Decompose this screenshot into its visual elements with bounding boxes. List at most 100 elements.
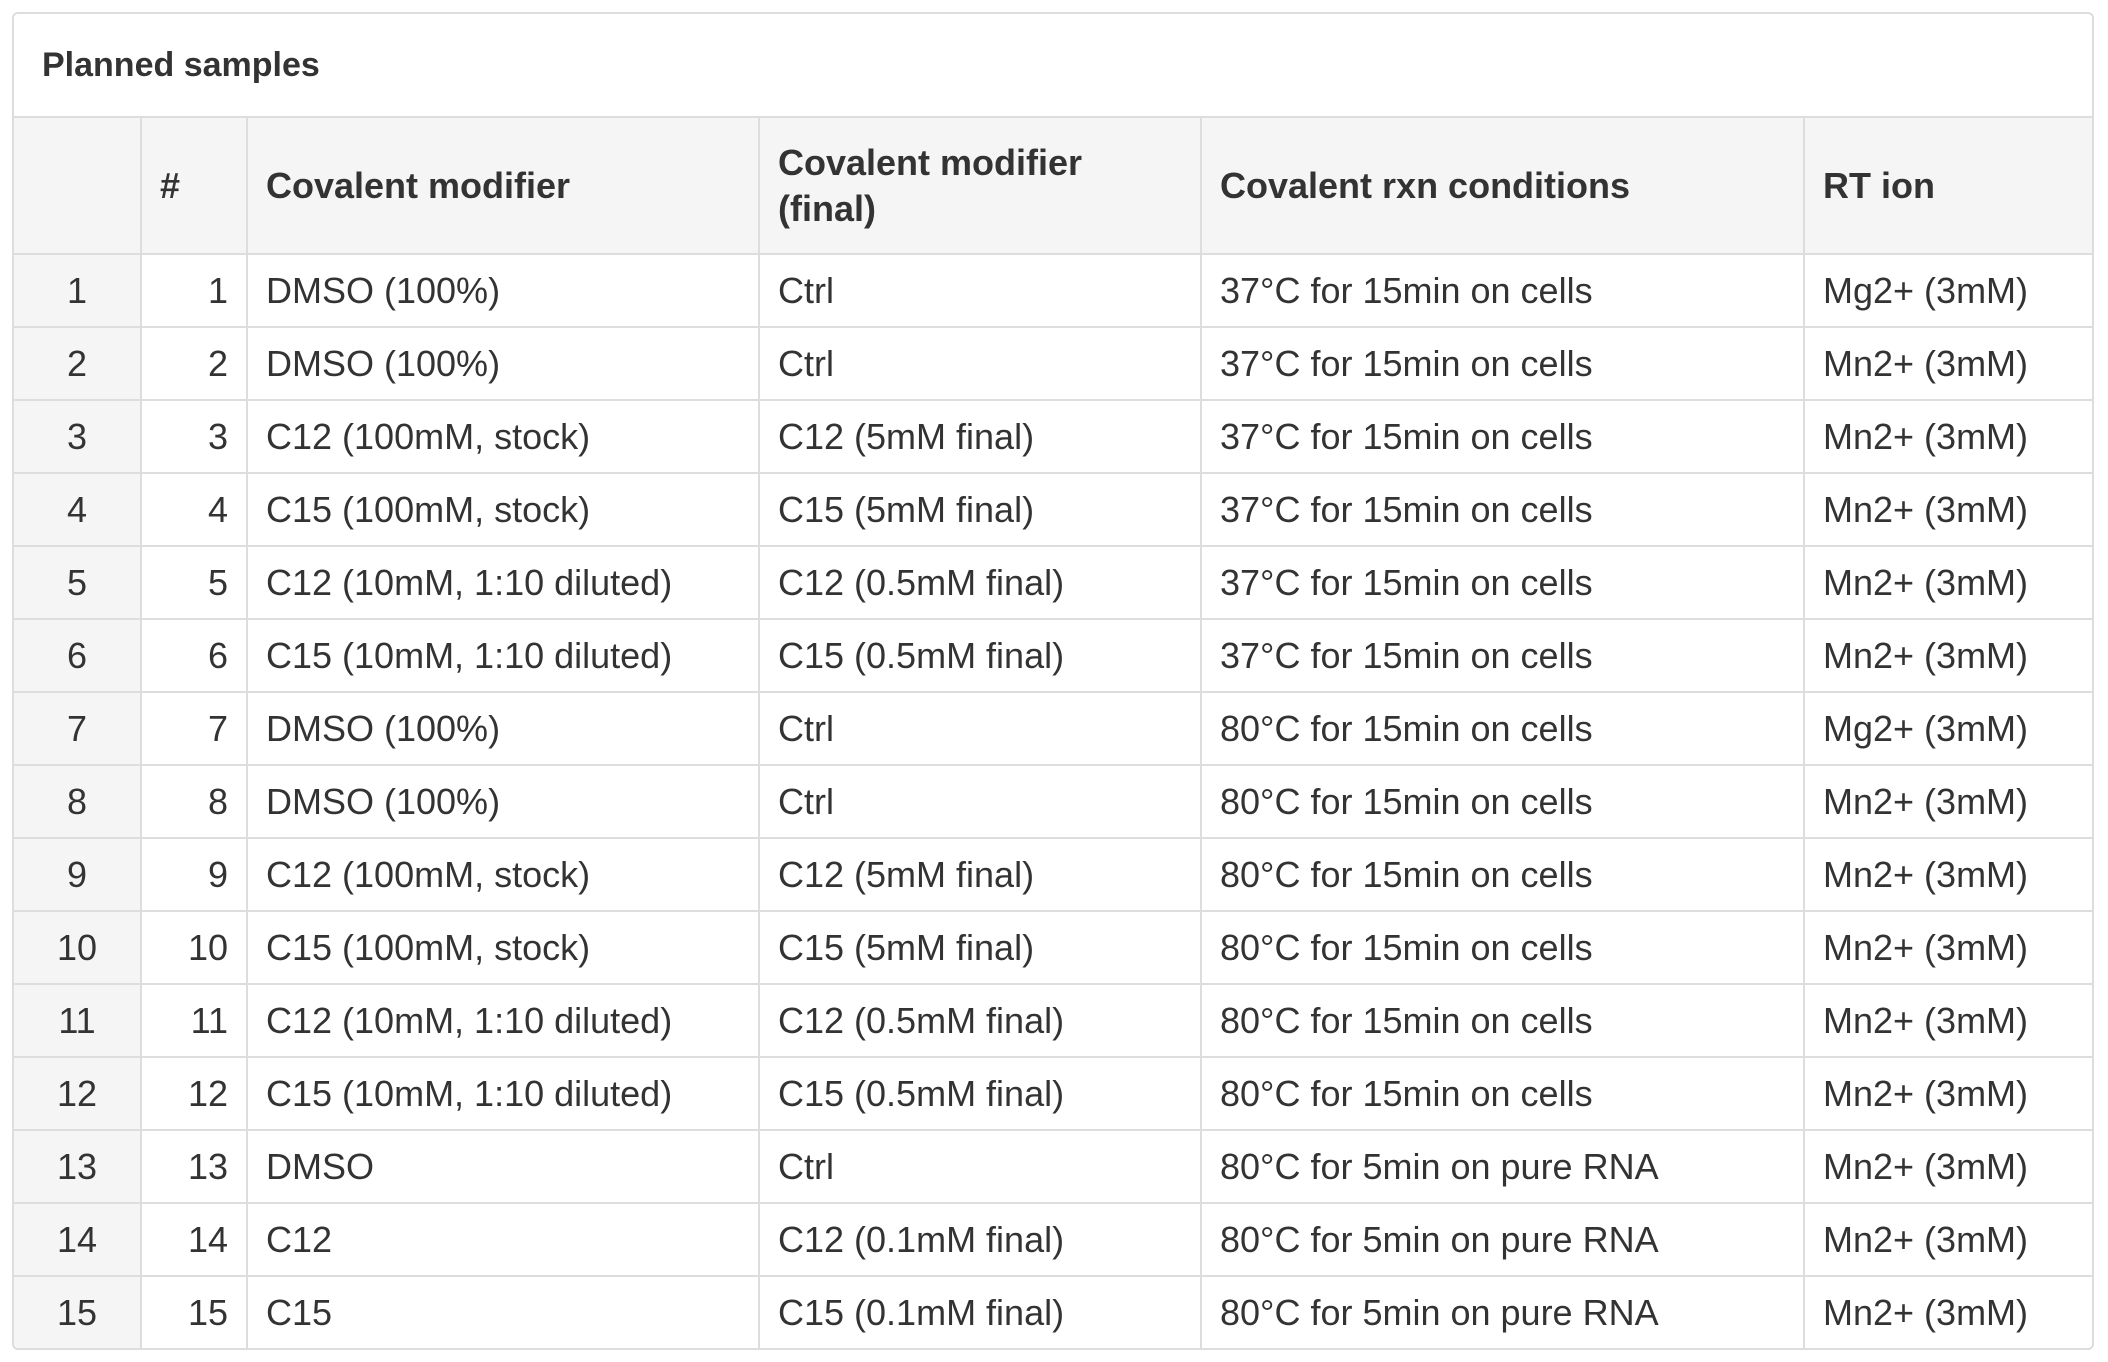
table-row: 7 7 DMSO (100%) Ctrl 80°C for 15min on cells… (14, 691, 2092, 766)
table-row: 9 9 C12 (100mM, stock) C12 (5mM final) 80°C … (14, 837, 2092, 912)
table-row: 10 10 C15 (100mM, stock) C15 (5mM final) 80°… (14, 910, 2092, 985)
covalent-modifier-final-cell: C12 (0.5mM final) (758, 983, 1202, 1058)
header-row: # Covalent modifier Covalent modifier (f… (14, 118, 2092, 255)
sample-number-cell: 15 (140, 1275, 248, 1348)
rt-ion-cell: Mn2+ (3mM) (1803, 472, 2092, 547)
rxn-conditions-cell: 37°C for 15min on cells (1200, 253, 1805, 328)
row-number-cell: 12 (14, 1056, 142, 1131)
covalent-modifier-cell: DMSO (246, 1129, 760, 1204)
rt-ion-cell: Mn2+ (3mM) (1803, 764, 2092, 839)
covalent-modifier-final-cell: C15 (5mM final) (758, 472, 1202, 547)
sample-number-cell: 11 (140, 983, 248, 1058)
sample-number-cell: 14 (140, 1202, 248, 1277)
covalent-modifier-cell: C15 (10mM, 1:10 diluted) (246, 618, 760, 693)
covalent-modifier-cell: DMSO (100%) (246, 326, 760, 401)
sample-number-cell: 2 (140, 326, 248, 401)
covalent-modifier-cell: DMSO (100%) (246, 253, 760, 328)
covalent-modifier-cell: C15 (246, 1275, 760, 1348)
rxn-conditions-cell: 80°C for 15min on cells (1200, 983, 1805, 1058)
rxn-conditions-cell: 80°C for 15min on cells (1200, 910, 1805, 985)
row-number-cell: 8 (14, 764, 142, 839)
rt-ion-cell: Mn2+ (3mM) (1803, 618, 2092, 693)
sample-number-cell: 8 (140, 764, 248, 839)
header-sample-number: # (140, 118, 248, 255)
row-number-cell: 1 (14, 253, 142, 328)
table-row: 1 1 DMSO (100%) Ctrl 37°C for 15min on cells… (14, 253, 2092, 328)
covalent-modifier-cell: C12 (246, 1202, 760, 1277)
table-row: 5 5 C12 (10mM, 1:10 diluted) C12 (0.5mM fin… (14, 545, 2092, 620)
header-covalent-modifier-final: Covalent modifier (final) (758, 118, 1202, 255)
table-body: 1 1 DMSO (100%) Ctrl 37°C for 15min on cells… (14, 253, 2092, 1348)
rt-ion-cell: Mg2+ (3mM) (1803, 253, 2092, 328)
covalent-modifier-cell: C12 (100mM, stock) (246, 399, 760, 474)
row-number-cell: 3 (14, 399, 142, 474)
covalent-modifier-final-cell: Ctrl (758, 253, 1202, 328)
rxn-conditions-cell: 80°C for 5min on pure RNA (1200, 1275, 1805, 1348)
covalent-modifier-final-cell: Ctrl (758, 764, 1202, 839)
header-rt-ion: RT ion (1803, 118, 2092, 255)
sample-number-cell: 12 (140, 1056, 248, 1131)
covalent-modifier-cell: C12 (10mM, 1:10 diluted) (246, 545, 760, 620)
table-row: 15 15 C15 C15 (0.1mM final) 80°C for 5min on… (14, 1275, 2092, 1348)
covalent-modifier-final-cell: C12 (0.5mM final) (758, 545, 1202, 620)
covalent-modifier-final-cell: C15 (0.5mM final) (758, 1056, 1202, 1131)
rt-ion-cell: Mn2+ (3mM) (1803, 1275, 2092, 1348)
table-row: 13 13 DMSO Ctrl 80°C for 5min on pure RNA Mn2… (14, 1129, 2092, 1204)
header-row-number (14, 118, 142, 255)
table-header: # Covalent modifier Covalent modifier (f… (14, 118, 2092, 255)
rt-ion-cell: Mn2+ (3mM) (1803, 983, 2092, 1058)
covalent-modifier-final-cell: C12 (0.1mM final) (758, 1202, 1202, 1277)
sample-number-cell: 4 (140, 472, 248, 547)
table-row: 14 14 C12 C12 (0.1mM final) 80°C for 5min on… (14, 1202, 2092, 1277)
table-row: 12 12 C15 (10mM, 1:10 diluted) C15 (0.5mM f… (14, 1056, 2092, 1131)
covalent-modifier-final-cell: C15 (0.5mM final) (758, 618, 1202, 693)
rt-ion-cell: Mn2+ (3mM) (1803, 910, 2092, 985)
sample-number-cell: 5 (140, 545, 248, 620)
rxn-conditions-cell: 37°C for 15min on cells (1200, 472, 1805, 547)
covalent-modifier-cell: C12 (10mM, 1:10 diluted) (246, 983, 760, 1058)
rt-ion-cell: Mg2+ (3mM) (1803, 691, 2092, 766)
rxn-conditions-cell: 80°C for 15min on cells (1200, 1056, 1805, 1131)
sample-number-cell: 10 (140, 910, 248, 985)
covalent-modifier-cell: C15 (100mM, stock) (246, 910, 760, 985)
rxn-conditions-cell: 80°C for 15min on cells (1200, 837, 1805, 912)
header-covalent-modifier: Covalent modifier (246, 118, 760, 255)
table-row: 3 3 C12 (100mM, stock) C12 (5mM final) 37°C … (14, 399, 2092, 474)
row-number-cell: 2 (14, 326, 142, 401)
rxn-conditions-cell: 37°C for 15min on cells (1200, 399, 1805, 474)
row-number-cell: 13 (14, 1129, 142, 1204)
planned-samples-panel: Planned samples # Covalent modifier Cova… (12, 12, 2094, 1350)
row-number-cell: 7 (14, 691, 142, 766)
covalent-modifier-final-cell: Ctrl (758, 1129, 1202, 1204)
rt-ion-cell: Mn2+ (3mM) (1803, 1056, 2092, 1131)
covalent-modifier-cell: C15 (100mM, stock) (246, 472, 760, 547)
rxn-conditions-cell: 37°C for 15min on cells (1200, 545, 1805, 620)
rxn-conditions-cell: 80°C for 15min on cells (1200, 764, 1805, 839)
header-covalent-rxn-conditions: Covalent rxn conditions (1200, 118, 1805, 255)
sample-number-cell: 7 (140, 691, 248, 766)
panel-title: Planned samples (14, 14, 2092, 118)
rt-ion-cell: Mn2+ (3mM) (1803, 837, 2092, 912)
table-row: 2 2 DMSO (100%) Ctrl 37°C for 15min on cells… (14, 326, 2092, 401)
row-number-cell: 5 (14, 545, 142, 620)
covalent-modifier-final-cell: C15 (0.1mM final) (758, 1275, 1202, 1348)
table-row: 8 8 DMSO (100%) Ctrl 80°C for 15min on cells… (14, 764, 2092, 839)
rt-ion-cell: Mn2+ (3mM) (1803, 1129, 2092, 1204)
covalent-modifier-final-cell: Ctrl (758, 691, 1202, 766)
rxn-conditions-cell: 80°C for 5min on pure RNA (1200, 1129, 1805, 1204)
row-number-cell: 6 (14, 618, 142, 693)
covalent-modifier-cell: C15 (10mM, 1:10 diluted) (246, 1056, 760, 1131)
row-number-cell: 4 (14, 472, 142, 547)
covalent-modifier-final-cell: C15 (5mM final) (758, 910, 1202, 985)
sample-number-cell: 13 (140, 1129, 248, 1204)
covalent-modifier-cell: DMSO (100%) (246, 691, 760, 766)
row-number-cell: 11 (14, 983, 142, 1058)
table-row: 6 6 C15 (10mM, 1:10 diluted) C15 (0.5mM fin… (14, 618, 2092, 693)
covalent-modifier-final-cell: Ctrl (758, 326, 1202, 401)
covalent-modifier-cell: C12 (100mM, stock) (246, 837, 760, 912)
covalent-modifier-final-cell: C12 (5mM final) (758, 399, 1202, 474)
rxn-conditions-cell: 80°C for 5min on pure RNA (1200, 1202, 1805, 1277)
rt-ion-cell: Mn2+ (3mM) (1803, 545, 2092, 620)
sample-number-cell: 1 (140, 253, 248, 328)
table-row: 11 11 C12 (10mM, 1:10 diluted) C12 (0.5mM f… (14, 983, 2092, 1058)
